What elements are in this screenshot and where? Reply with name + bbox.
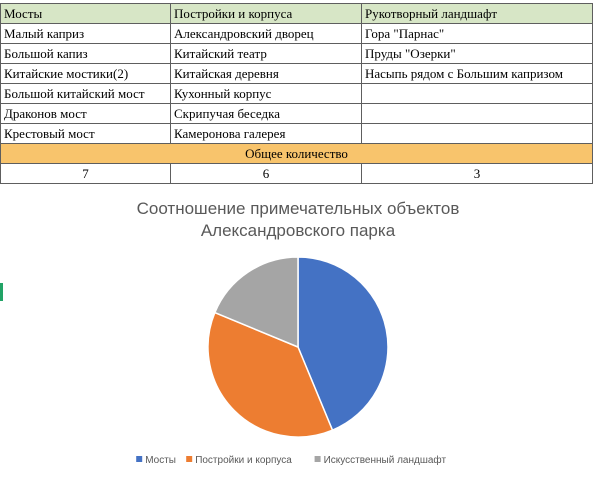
table-cell[interactable]: Скрипучая беседка — [170, 103, 362, 124]
chart-title-line-2: Александровского парка — [201, 221, 396, 240]
header-cell-landscape[interactable]: Рукотворный ландшафт — [361, 3, 593, 24]
table-row: Большой капиз Китайский театр Пруды "Озе… — [0, 43, 593, 64]
count-cell-bridges[interactable]: 7 — [0, 163, 171, 184]
table-cell[interactable]: Александровский дворец — [170, 23, 362, 44]
total-row: Общее количество — [0, 143, 593, 164]
table-cell[interactable]: Китайские мостики(2) — [0, 63, 171, 84]
table-cell[interactable]: Пруды "Озерки" — [361, 43, 593, 64]
total-label-cell[interactable]: Общее количество — [0, 143, 593, 164]
pie-chart[interactable]: Соотношение примечательных объектов Алек… — [0, 185, 596, 482]
pie-chart-svg: Соотношение примечательных объектов Алек… — [136, 199, 460, 466]
table-row: Большой китайский мост Кухонный корпус — [0, 83, 593, 104]
table-cell[interactable]: Драконов мост — [0, 103, 171, 124]
table-cell[interactable]: Китайская деревня — [170, 63, 362, 84]
header-cell-bridges[interactable]: Мосты — [0, 3, 171, 24]
chart-legend: Мосты Постройки и корпуса Искусственный ла… — [136, 454, 446, 466]
header-row: Мосты Постройки и корпуса Рукотворный ла… — [0, 3, 593, 24]
header-cell-buildings[interactable]: Постройки и корпуса — [170, 3, 362, 24]
table-row: Драконов мост Скрипучая беседка — [0, 103, 593, 124]
table-cell[interactable]: Камеронова галерея — [170, 123, 362, 144]
data-table: Мосты Постройки и корпуса Рукотворный ла… — [0, 3, 593, 184]
legend-swatch-1 — [136, 456, 143, 462]
pie-slice-2[interactable] — [207, 311, 334, 438]
table-cell[interactable]: Китайский театр — [170, 43, 362, 64]
table-row: Крестовый мост Камеронова галерея — [0, 123, 593, 144]
legend-swatch-3 — [314, 456, 321, 462]
counts-row: 7 6 3 — [0, 163, 593, 184]
pie-slices — [207, 256, 389, 438]
legend-label-1: Мосты — [145, 455, 176, 466]
table-cell[interactable]: Кухонный корпус — [170, 83, 362, 104]
chart-title-line-1: Соотношение примечательных объектов — [137, 199, 460, 218]
legend-label-2: Постройки и корпуса — [195, 455, 292, 466]
table-cell[interactable]: Гора "Парнас" — [361, 23, 593, 44]
pie-slice-3[interactable] — [213, 256, 299, 349]
table-cell[interactable] — [361, 123, 593, 144]
table-row: Малый каприз Александровский дворец Гора… — [0, 23, 593, 44]
table-cell[interactable]: Малый каприз — [0, 23, 171, 44]
count-cell-landscape[interactable]: 3 — [361, 163, 593, 184]
count-cell-buildings[interactable]: 6 — [170, 163, 362, 184]
table-cell[interactable]: Насыпь рядом с Большим капризом — [361, 63, 593, 84]
table-cell[interactable]: Большой китайский мост — [0, 83, 171, 104]
row-selection-marker — [0, 283, 3, 301]
legend-label-3: Искусственный ландшафт — [324, 454, 447, 466]
table-cell[interactable] — [361, 103, 593, 124]
pie-slice-1[interactable] — [297, 256, 389, 432]
table-cell[interactable] — [361, 83, 593, 104]
legend-swatch-2 — [186, 456, 193, 462]
table-cell[interactable]: Большой капиз — [0, 43, 171, 64]
table-row: Китайские мостики(2) Китайская деревня Н… — [0, 63, 593, 84]
table-cell[interactable]: Крестовый мост — [0, 123, 171, 144]
